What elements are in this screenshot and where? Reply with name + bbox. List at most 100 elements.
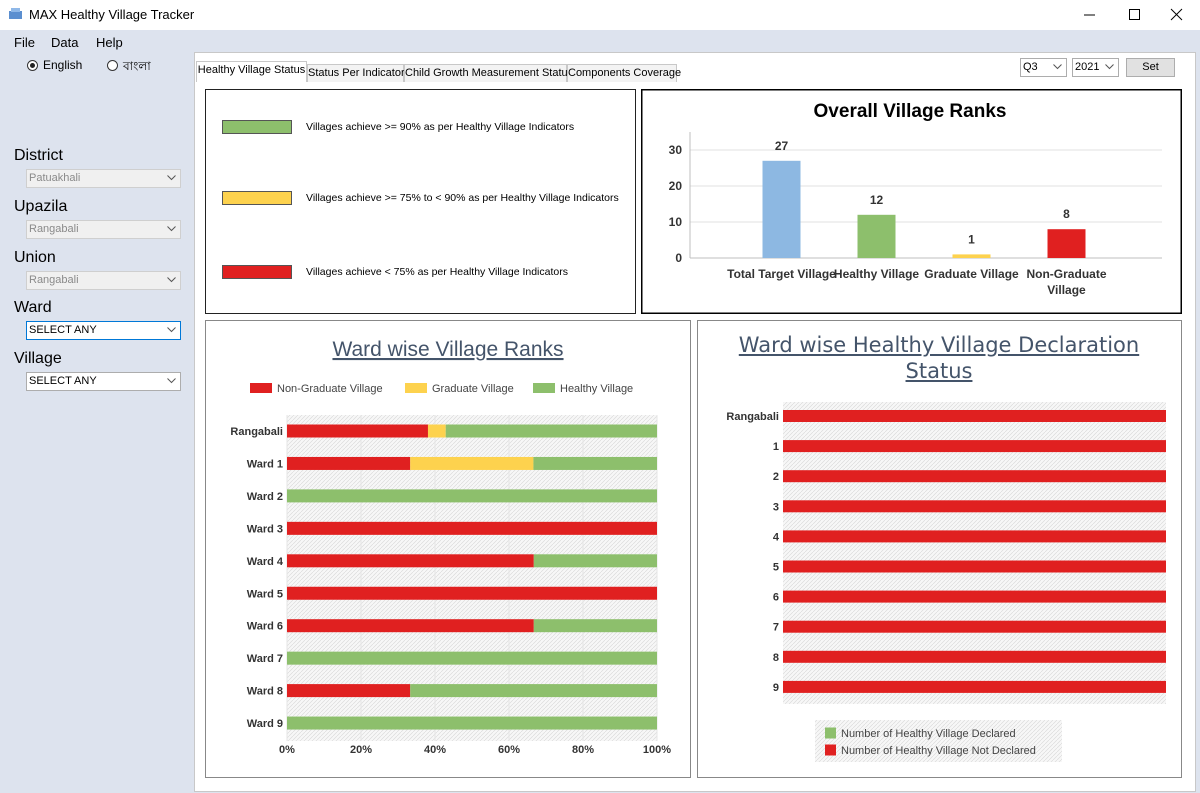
- x-tick-label-box: Graduate Village: [917, 266, 1027, 306]
- tab[interactable]: Child Growth Measurement Status: [404, 64, 567, 82]
- x-tick-label: Healthy Village: [822, 266, 932, 282]
- bar-segment: [783, 410, 1166, 422]
- chart-title: Overall Village Ranks: [814, 101, 1007, 122]
- y-tick-label: 30: [669, 143, 683, 157]
- dropdown-arrow: [167, 277, 176, 283]
- bar: [953, 254, 991, 258]
- quarter-select[interactable]: Q3: [1020, 58, 1067, 77]
- radio-label[interactable]: বাংলা: [123, 58, 151, 78]
- x-tick-label: Total Target Village: [727, 266, 837, 282]
- combo-value: Rangabali: [29, 274, 79, 286]
- chart-panel-0: Overall Village Ranks010203027Total Targ…: [641, 89, 1182, 314]
- radio-dot: [30, 63, 35, 68]
- bar-segment: [287, 684, 410, 697]
- y-tick-label: 20: [669, 179, 683, 193]
- combo-box: Rangabali: [26, 271, 181, 290]
- bar-segment: [533, 457, 657, 470]
- arrow-glyph: [168, 176, 176, 180]
- bar-segment: [287, 652, 657, 665]
- window-controls[interactable]: [1070, 0, 1200, 30]
- arrow-glyph: [1054, 65, 1062, 69]
- legend-swatch: [222, 265, 292, 279]
- y-tick-label: Ward 4: [247, 556, 284, 568]
- menu-item[interactable]: Help: [96, 35, 123, 50]
- bar-segment: [287, 457, 410, 470]
- arrow-glyph: [1106, 65, 1114, 69]
- x-tick-label: 0%: [279, 744, 295, 756]
- x-tick-label-box: Total Target Village: [727, 266, 837, 306]
- y-tick-label: 5: [773, 562, 779, 574]
- bar-segment: [783, 651, 1166, 663]
- menu-item[interactable]: Data: [51, 35, 78, 50]
- y-tick-label: Ward 8: [247, 686, 283, 698]
- filter-label: Upazila: [14, 198, 67, 216]
- y-tick-label: Ward 5: [247, 588, 283, 600]
- combo-box[interactable]: SELECT ANY: [26, 372, 181, 391]
- bar-segment: [287, 717, 657, 730]
- combo-value: SELECT ANY: [29, 324, 97, 336]
- x-tick-label: Graduate Village: [917, 266, 1027, 282]
- bar-segment: [410, 457, 533, 470]
- tab[interactable]: Components Coverage: [567, 64, 677, 82]
- legend-swatch: [405, 383, 427, 393]
- tab[interactable]: Status Per Indicator: [307, 64, 404, 82]
- bar-segment: [287, 587, 657, 600]
- arrow-glyph: [168, 379, 176, 383]
- chart-panel-1: Ward wise Village Ranks0%20%40%60%80%100…: [205, 320, 691, 778]
- x-tick-label: 20%: [350, 744, 372, 756]
- combo-value: 2021: [1075, 61, 1099, 73]
- legend-swatch: [222, 191, 292, 205]
- y-tick-label: 6: [773, 592, 779, 604]
- combo-box[interactable]: SELECT ANY: [26, 321, 181, 340]
- x-tick-label: 80%: [572, 744, 594, 756]
- window-title: MAX Healthy Village Tracker: [29, 7, 194, 22]
- title-bar: MAX Healthy Village Tracker: [0, 0, 1200, 30]
- y-tick-label: Ward 2: [247, 491, 283, 503]
- radio-button[interactable]: [27, 60, 38, 71]
- legend-text: Villages achieve >= 75% to < 90% as per …: [306, 192, 619, 204]
- value-label: 12: [870, 193, 884, 207]
- dropdown-arrow: [167, 226, 176, 232]
- dropdown-arrow: [167, 175, 176, 181]
- bar-segment: [783, 681, 1166, 693]
- y-tick-label: Ward 6: [247, 621, 283, 633]
- legend-label: Graduate Village: [432, 383, 514, 395]
- combo-box: Patuakhali: [26, 169, 181, 188]
- y-tick-label: Ward 9: [247, 718, 283, 730]
- y-tick-label: Rangabali: [230, 426, 283, 438]
- bar-segment: [287, 489, 657, 502]
- bar-segment: [287, 554, 534, 567]
- set-button[interactable]: Set: [1126, 58, 1175, 77]
- year-select[interactable]: 2021: [1072, 58, 1119, 77]
- legend-text: Villages achieve >= 90% as per Healthy V…: [306, 121, 574, 133]
- y-tick-label: 10: [669, 215, 683, 229]
- y-tick-label: 8: [773, 652, 779, 664]
- arrow-glyph: [168, 277, 176, 281]
- y-tick-label: 0: [675, 251, 682, 265]
- x-tick-label: Non-Graduate Village: [1012, 266, 1122, 298]
- dropdown-arrow: [1053, 64, 1062, 70]
- legend-swatch: [825, 728, 836, 739]
- arrow-glyph: [168, 328, 176, 332]
- legend-label: Number of Healthy Village Not Declared: [841, 745, 1036, 757]
- legend-swatch: [250, 383, 272, 393]
- menu-item[interactable]: File: [14, 35, 35, 50]
- y-tick-label: Ward 7: [247, 653, 283, 665]
- chart-title-box: Ward wise Healthy Village Declaration St…: [711, 332, 1167, 396]
- chart-title: Ward wise Healthy Village Declaration St…: [711, 332, 1167, 384]
- bar-segment: [534, 554, 657, 567]
- legend-label: Number of Healthy Village Declared: [841, 728, 1016, 740]
- radio-button[interactable]: [107, 60, 118, 71]
- legend-swatch: [533, 383, 555, 393]
- bar-segment: [287, 619, 534, 632]
- x-tick-label-box: Healthy Village: [822, 266, 932, 306]
- y-tick-label: 7: [773, 622, 779, 634]
- bar: [858, 215, 896, 258]
- radio-label[interactable]: English: [43, 58, 82, 72]
- x-tick-label: 40%: [424, 744, 446, 756]
- filter-label: Ward: [14, 299, 52, 317]
- tab[interactable]: Healthy Village Status: [196, 61, 307, 82]
- y-tick-label: Rangabali: [726, 411, 779, 423]
- bar-segment: [783, 440, 1166, 452]
